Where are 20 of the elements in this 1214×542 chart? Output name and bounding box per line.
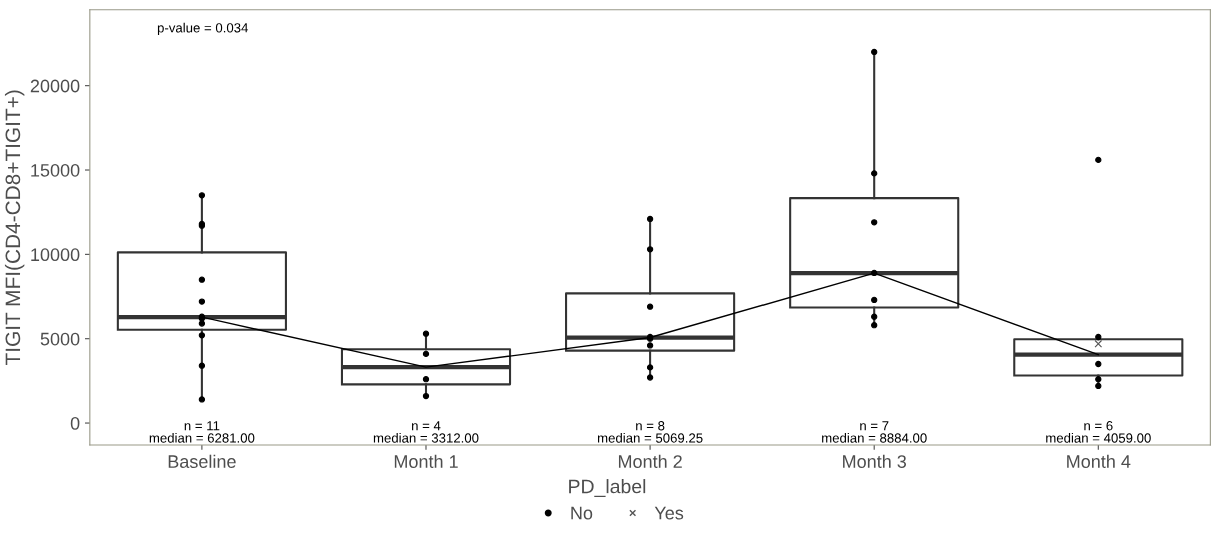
legend-label: No xyxy=(571,506,593,520)
x-tick-label: Month 3 xyxy=(843,454,907,468)
annotation: n = 8 median = 5069.25 xyxy=(597,421,703,443)
y-axis-title: TIGIT MFI(CD4-CD8+TIGIT+) xyxy=(4,90,25,366)
annotation: p-value = 0.034 xyxy=(157,22,249,36)
y-tick-label: 0 xyxy=(70,416,80,430)
y-tick-label: 15000 xyxy=(31,163,80,177)
annotation: n = 6 median = 4059.00 xyxy=(1046,421,1151,443)
y-tick-label: 5000 xyxy=(40,332,80,346)
annotation: n = 4 median = 3312.00 xyxy=(373,421,479,443)
y-tick-label: 20000 xyxy=(30,79,80,93)
x-tick-label: Month 1 xyxy=(394,454,458,468)
legend-title: PD_label xyxy=(569,479,646,498)
x-tick-label: Month 2 xyxy=(618,454,682,468)
y-tick-label: 10000 xyxy=(31,248,80,262)
x-tick-label: Month 4 xyxy=(1067,454,1131,468)
annotation: n = 11 median = 6281.00 xyxy=(149,421,255,443)
legend-label: Yes xyxy=(654,506,684,520)
x-tick-label: Baseline xyxy=(168,454,236,468)
annotation: n = 7 median = 8884.00 xyxy=(822,421,927,443)
